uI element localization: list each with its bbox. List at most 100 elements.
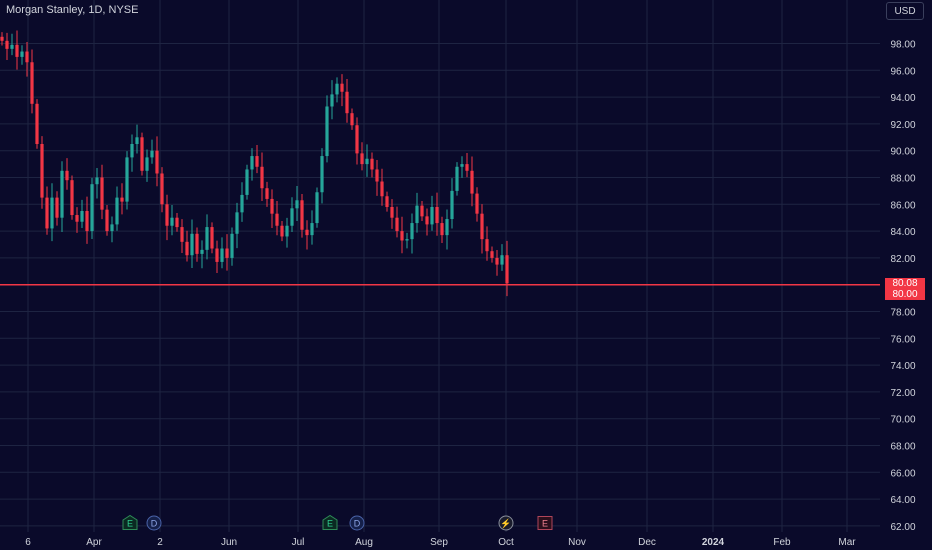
candle-body[interactable] <box>80 211 84 222</box>
candle-body[interactable] <box>100 177 104 210</box>
candle-body[interactable] <box>65 170 69 181</box>
candle-body[interactable] <box>10 44 14 49</box>
candle-body[interactable] <box>235 212 239 234</box>
candle-body[interactable] <box>315 192 319 224</box>
candle-body[interactable] <box>365 158 369 165</box>
earnings-marker[interactable]: E <box>537 516 553 530</box>
candle-body[interactable] <box>470 170 474 194</box>
candle-body[interactable] <box>35 103 39 144</box>
candle-body[interactable] <box>460 164 464 167</box>
candle-body[interactable] <box>200 249 204 254</box>
candle-body[interactable] <box>440 223 444 236</box>
candle-body[interactable] <box>60 170 64 218</box>
candle-body[interactable] <box>50 197 54 229</box>
candle-body[interactable] <box>25 51 29 63</box>
candle-body[interactable] <box>250 156 254 170</box>
candle-body[interactable] <box>330 94 334 107</box>
candle-body[interactable] <box>435 206 439 224</box>
candle-body[interactable] <box>75 215 79 222</box>
candle-body[interactable] <box>280 225 284 237</box>
candle-body[interactable] <box>305 229 309 236</box>
candle-body[interactable] <box>40 144 44 198</box>
candle-body[interactable] <box>290 208 294 226</box>
candle-body[interactable] <box>5 40 9 49</box>
candle-body[interactable] <box>0 36 4 41</box>
candle-body[interactable] <box>270 198 274 214</box>
candle-body[interactable] <box>355 125 359 154</box>
candle-body[interactable] <box>475 193 479 214</box>
candle-body[interactable] <box>110 224 114 232</box>
candle-body[interactable] <box>265 188 269 199</box>
candle-body[interactable] <box>485 239 489 252</box>
candle-body[interactable] <box>425 216 429 225</box>
candle-body[interactable] <box>195 233 199 254</box>
candle-body[interactable] <box>170 217 174 226</box>
candle-body[interactable] <box>175 217 179 228</box>
candle-body[interactable] <box>135 137 139 144</box>
candle-body[interactable] <box>220 248 224 262</box>
candle-body[interactable] <box>480 213 484 240</box>
candle-body[interactable] <box>160 173 164 205</box>
candle-body[interactable] <box>465 164 469 171</box>
candle-body[interactable] <box>70 180 74 216</box>
split-marker[interactable]: ⚡ <box>498 515 514 531</box>
candle-body[interactable] <box>255 156 259 167</box>
candle-body[interactable] <box>310 223 314 236</box>
candle-body[interactable] <box>400 231 404 241</box>
candle-body[interactable] <box>120 197 124 202</box>
candle-body[interactable] <box>370 158 374 170</box>
candle-body[interactable] <box>295 200 299 209</box>
candle-body[interactable] <box>45 197 49 229</box>
candle-body[interactable] <box>360 153 364 165</box>
candle-body[interactable] <box>490 251 494 258</box>
candle-body[interactable] <box>505 255 509 284</box>
candle-body[interactable] <box>90 184 94 232</box>
candle-body[interactable] <box>500 255 504 265</box>
candle-body[interactable] <box>345 91 349 114</box>
candle-body[interactable] <box>320 156 324 193</box>
candle-body[interactable] <box>450 190 454 220</box>
candle-body[interactable] <box>275 213 279 226</box>
candle-body[interactable] <box>395 217 399 232</box>
candle-body[interactable] <box>445 219 449 236</box>
candle-body[interactable] <box>335 83 339 95</box>
candle-body[interactable] <box>455 166 459 191</box>
candle-body[interactable] <box>410 223 414 240</box>
candle-body[interactable] <box>380 181 384 197</box>
candle-body[interactable] <box>225 248 229 258</box>
candle-body[interactable] <box>85 211 89 232</box>
candle-body[interactable] <box>105 209 109 232</box>
candle-body[interactable] <box>300 200 304 230</box>
earnings-marker[interactable]: E <box>122 514 138 530</box>
candle-body[interactable] <box>145 157 149 171</box>
candle-body[interactable] <box>140 137 144 171</box>
candle-body[interactable] <box>385 196 389 207</box>
candle-body[interactable] <box>15 44 19 57</box>
candle-body[interactable] <box>285 225 289 237</box>
candle-body[interactable] <box>390 206 394 218</box>
candle-body[interactable] <box>155 150 159 174</box>
candle-body[interactable] <box>245 169 249 195</box>
candle-body[interactable] <box>230 233 234 258</box>
dividend-marker[interactable]: D <box>349 515 365 531</box>
currency-button[interactable]: USD <box>886 2 924 20</box>
candle-body[interactable] <box>210 227 214 249</box>
candle-body[interactable] <box>215 248 219 262</box>
dividend-marker[interactable]: D <box>146 515 162 531</box>
candle-body[interactable] <box>180 227 184 242</box>
candle-body[interactable] <box>415 205 419 224</box>
candle-body[interactable] <box>150 150 154 158</box>
candle-body[interactable] <box>375 169 379 182</box>
candle-body[interactable] <box>185 241 189 256</box>
candle-body[interactable] <box>30 62 34 104</box>
candle-body[interactable] <box>190 233 194 256</box>
candle-body[interactable] <box>115 197 119 225</box>
candle-body[interactable] <box>350 113 354 126</box>
candle-body[interactable] <box>205 227 209 250</box>
candle-body[interactable] <box>260 166 264 189</box>
candle-body[interactable] <box>325 106 329 157</box>
earnings-marker[interactable]: E <box>322 514 338 530</box>
candle-body[interactable] <box>95 177 99 185</box>
candle-body[interactable] <box>420 205 424 217</box>
